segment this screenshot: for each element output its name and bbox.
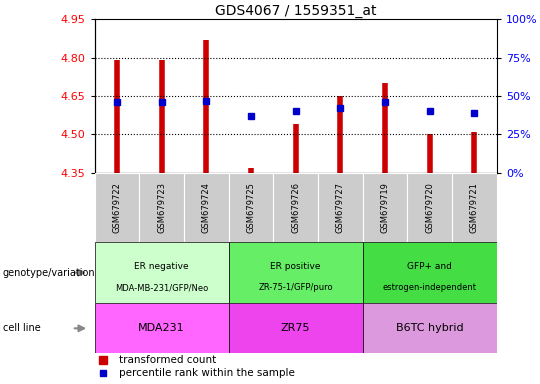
Text: ZR75: ZR75 xyxy=(281,323,310,333)
Bar xyxy=(407,173,452,242)
Text: GSM679723: GSM679723 xyxy=(157,182,166,233)
Text: genotype/variation: genotype/variation xyxy=(3,268,96,278)
Bar xyxy=(452,173,497,242)
Bar xyxy=(363,242,497,303)
Title: GDS4067 / 1559351_at: GDS4067 / 1559351_at xyxy=(215,4,376,18)
Text: GSM679719: GSM679719 xyxy=(381,182,389,233)
Bar xyxy=(318,173,363,242)
Text: GSM679725: GSM679725 xyxy=(246,182,255,233)
Bar xyxy=(228,303,363,353)
Bar xyxy=(363,173,407,242)
Text: GSM679721: GSM679721 xyxy=(470,182,479,233)
Bar xyxy=(184,173,228,242)
Text: transformed count: transformed count xyxy=(119,355,216,365)
Bar xyxy=(363,303,497,353)
Bar xyxy=(94,303,228,353)
Text: GFP+ and: GFP+ and xyxy=(407,262,452,271)
Bar xyxy=(94,242,228,303)
Text: MDA-MB-231/GFP/Neo: MDA-MB-231/GFP/Neo xyxy=(115,283,208,293)
Text: GSM679722: GSM679722 xyxy=(112,182,122,233)
Bar xyxy=(139,173,184,242)
Text: GSM679726: GSM679726 xyxy=(291,182,300,233)
Text: GSM679727: GSM679727 xyxy=(336,182,345,233)
Text: ER negative: ER negative xyxy=(134,262,189,271)
Text: percentile rank within the sample: percentile rank within the sample xyxy=(119,368,294,379)
Bar xyxy=(228,173,273,242)
Bar xyxy=(228,242,363,303)
Text: ZR-75-1/GFP/puro: ZR-75-1/GFP/puro xyxy=(258,283,333,293)
Text: estrogen-independent: estrogen-independent xyxy=(383,283,477,293)
Text: MDA231: MDA231 xyxy=(138,323,185,333)
Text: cell line: cell line xyxy=(3,323,40,333)
Bar xyxy=(94,173,139,242)
Text: ER positive: ER positive xyxy=(271,262,321,271)
Bar xyxy=(273,173,318,242)
Text: B6TC hybrid: B6TC hybrid xyxy=(396,323,463,333)
Text: GSM679724: GSM679724 xyxy=(202,182,211,233)
Text: GSM679720: GSM679720 xyxy=(426,182,434,233)
